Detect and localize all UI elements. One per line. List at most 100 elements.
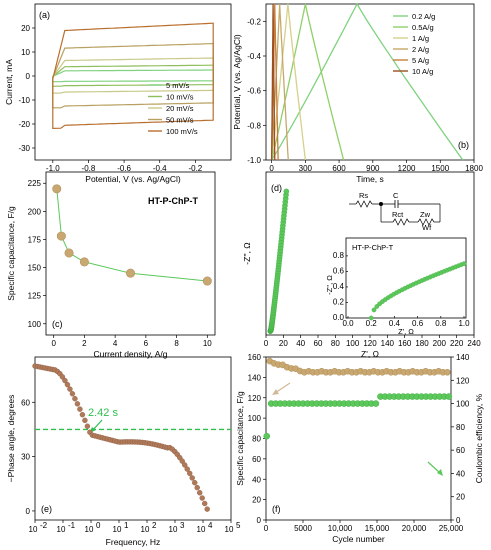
y-tick-label: 100 bbox=[248, 414, 262, 423]
y2-tick-label: 20 bbox=[456, 493, 465, 502]
y-axis-label: Current, mA bbox=[4, 59, 14, 105]
y-tick-label: 60 bbox=[252, 455, 261, 464]
x-tick-label: 60 bbox=[314, 339, 323, 348]
plot-frame bbox=[266, 357, 451, 520]
time-constant-annotation: 2.42 s bbox=[88, 407, 118, 419]
y-tick-label: 30 bbox=[21, 453, 30, 462]
inset-y-tick-label: 0.8 bbox=[333, 251, 345, 260]
y-tick-label: 140 bbox=[248, 373, 262, 382]
panel-a: -1.0 -0.8 -0.6 -0.4 -0.2 -30 -20 -10 0 10 20 Potent… bbox=[4, 4, 231, 184]
x-tick-label: 8 bbox=[174, 339, 179, 348]
y-tick-label: -0.6 bbox=[247, 87, 261, 96]
data-point bbox=[65, 382, 70, 387]
y-tick-label: 0 bbox=[257, 516, 262, 525]
inset-plot: 0.0 0.2 0.4 0.6 0.8 1.00.00.20.40.60.8HT-P-Ch… bbox=[325, 238, 470, 336]
y-tick-label: -30 bbox=[18, 144, 30, 153]
inset-y-tick-label: 0.4 bbox=[333, 282, 345, 291]
x-tick-label: 10 bbox=[85, 525, 94, 534]
arrow-to-right-axis bbox=[428, 462, 440, 473]
equivalent-circuit: Rs C Rct Zw Wf bbox=[349, 191, 440, 232]
inset-y-label: -Z'', Ω bbox=[325, 275, 334, 295]
y-tick-label: -20 bbox=[18, 120, 30, 129]
data-point bbox=[67, 387, 72, 392]
x-tick-label: 2 bbox=[82, 339, 87, 348]
x-tick-label: 10 bbox=[29, 525, 38, 534]
y-tick-label: -0.4 bbox=[247, 52, 261, 61]
y-tick-label: 200 bbox=[28, 207, 42, 216]
legend-entry: 0.2 A/g bbox=[412, 12, 435, 21]
y-tick-label: 20 bbox=[252, 496, 261, 505]
inset-y-tick-label: 0.6 bbox=[333, 266, 345, 275]
x-tick-exponent: 5 bbox=[236, 521, 241, 530]
resistor-rs bbox=[356, 201, 372, 207]
legend-entry: 5 A/g bbox=[412, 56, 429, 65]
data-point bbox=[80, 258, 88, 266]
label-wf: Wf bbox=[422, 223, 432, 232]
data-point bbox=[126, 269, 134, 277]
chart-title: HT-P-ChP-T bbox=[148, 196, 198, 206]
panel-label: (b) bbox=[458, 140, 469, 150]
x-axis-label: Cycle number bbox=[332, 534, 385, 544]
y-tick-label: 60 bbox=[21, 398, 30, 407]
y-tick-label: -1.0 bbox=[247, 156, 261, 165]
x-tick-label: 10 bbox=[113, 525, 122, 534]
label-zw: Zw bbox=[420, 210, 431, 219]
data-point bbox=[284, 189, 289, 194]
panel-label: (f) bbox=[272, 504, 281, 514]
x-tick-exponent: 2 bbox=[152, 521, 157, 530]
x-tick-label: 0 bbox=[51, 339, 56, 348]
legend-entry: 2 A/g bbox=[412, 45, 429, 54]
x-tick-label: 20,000 bbox=[402, 524, 427, 533]
label-c: C bbox=[393, 191, 399, 200]
x-tick-label: 15,000 bbox=[365, 524, 390, 533]
x-tick-label: 20 bbox=[279, 339, 288, 348]
y-tick-label: 175 bbox=[28, 235, 42, 244]
y-tick-label: -10 bbox=[18, 96, 30, 105]
x-tick-label: 10 bbox=[203, 339, 212, 348]
y-tick-label: 125 bbox=[28, 292, 42, 301]
inset-x-tick-label: 0.8 bbox=[435, 319, 447, 328]
panel-f: 0 5000 10,000 15,000 20,000 25,00002040608010… bbox=[235, 353, 484, 544]
x-tick-label: 160 bbox=[398, 339, 412, 348]
legend-entry: 100 mV/s bbox=[166, 127, 198, 136]
data-point bbox=[202, 501, 207, 506]
cv-curve bbox=[53, 70, 213, 82]
data-point bbox=[75, 401, 80, 406]
x-tick-label: 140 bbox=[381, 339, 395, 348]
data-point bbox=[85, 424, 90, 429]
panel-e: 10 -2 10 -1 10 0 10 1 10 2 10 3 10 4 10 503060Frequency… bbox=[6, 357, 241, 547]
x-axis-label: Current density, A/g bbox=[93, 349, 167, 359]
x-tick-label: 10,000 bbox=[328, 524, 353, 533]
inset-x-tick-label: 1.0 bbox=[458, 319, 470, 328]
label-rs: Rs bbox=[359, 191, 368, 200]
data-point bbox=[187, 471, 192, 476]
x-tick-label: 180 bbox=[415, 339, 429, 348]
x-tick-label: 0 bbox=[264, 339, 269, 348]
data-point bbox=[80, 412, 85, 417]
x-tick-exponent: 1 bbox=[124, 521, 129, 530]
x-tick-label: 200 bbox=[433, 339, 447, 348]
y-tick-label: 100 bbox=[28, 320, 42, 329]
x-tick-exponent: 3 bbox=[180, 521, 185, 530]
y2-tick-label: 60 bbox=[456, 446, 465, 455]
legend-entry: 0.5A/g bbox=[412, 23, 434, 32]
y-axis-label: −Phase angle, degrees bbox=[6, 395, 16, 483]
x-tick-label: 6 bbox=[144, 339, 149, 348]
inset-data-point bbox=[462, 261, 466, 265]
inset-x-tick-label: 0.2 bbox=[366, 319, 378, 328]
y-tick-label: 40 bbox=[252, 475, 261, 484]
x-tick-label: 10 bbox=[197, 525, 206, 534]
x-tick-exponent: -2 bbox=[40, 521, 48, 530]
data-point bbox=[203, 277, 211, 285]
y2-tick-label: 120 bbox=[456, 376, 470, 385]
data-point bbox=[65, 249, 73, 257]
y-tick-label: 120 bbox=[248, 394, 262, 403]
y-tick-label: 10 bbox=[21, 48, 30, 57]
x-tick-label: 10 bbox=[169, 525, 178, 534]
x-tick-label: 10 bbox=[141, 525, 150, 534]
x-tick-label: 25,000 bbox=[439, 524, 464, 533]
legend-entry: 20 mV/s bbox=[166, 104, 194, 113]
y-tick-label: 0 bbox=[26, 507, 31, 516]
capacitance-point bbox=[444, 369, 450, 375]
